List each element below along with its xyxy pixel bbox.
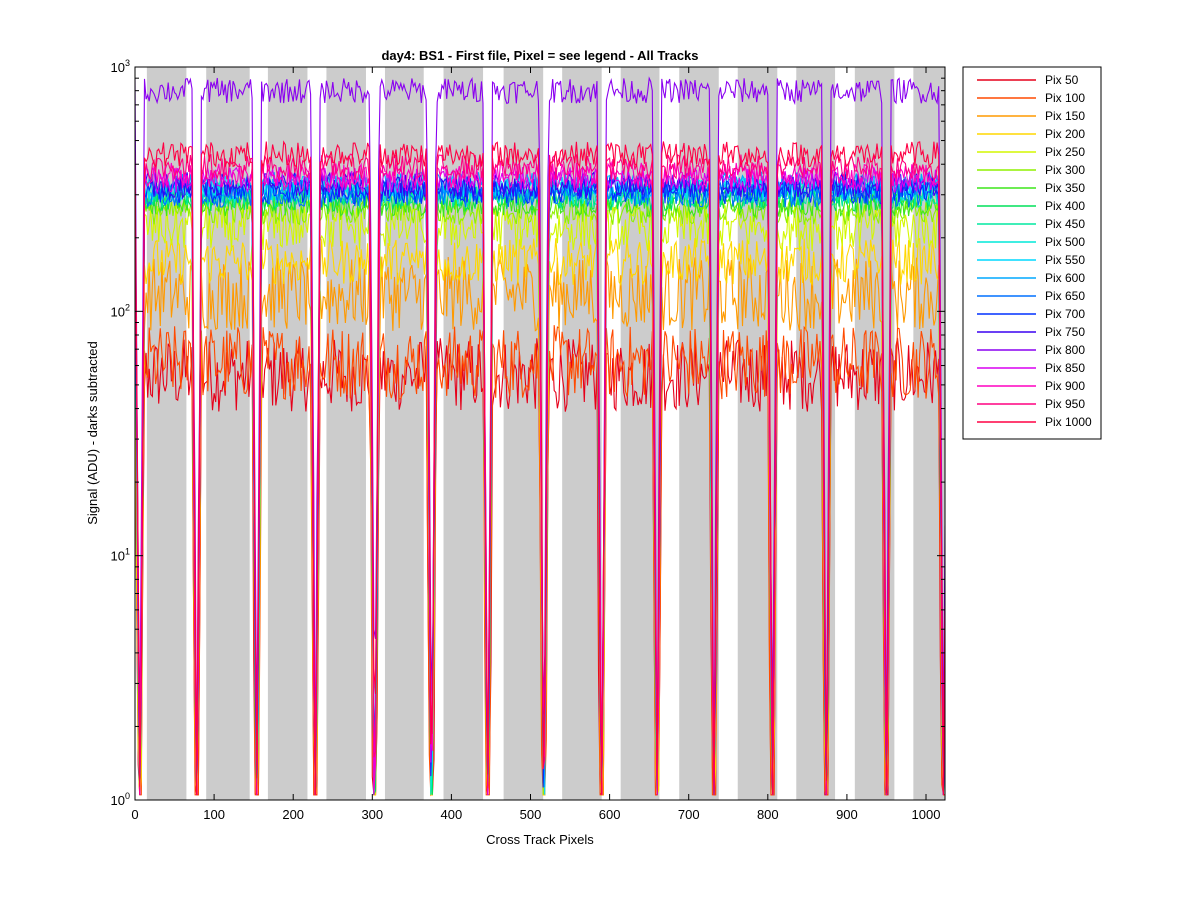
- x-tick-label-500: 500: [520, 807, 542, 822]
- legend-label-19: Pix 950: [1045, 397, 1085, 411]
- series-lines: [135, 76, 945, 797]
- legend-label-16: Pix 800: [1045, 343, 1085, 357]
- axis-ticks: 0 100 200 300 400 500 600 700 800 900 100010010110…: [111, 58, 945, 822]
- legend-label-2: Pix 100: [1045, 91, 1085, 105]
- chart-title: day4: BS1 - First file, Pixel = see lege…: [381, 48, 698, 63]
- legend-label-3: Pix 150: [1045, 109, 1085, 123]
- legend-label-5: Pix 250: [1045, 145, 1085, 159]
- legend-label-17: Pix 850: [1045, 361, 1085, 375]
- x-axis-label: Cross Track Pixels: [486, 832, 594, 847]
- x-tick-label-1000: 1000: [912, 807, 941, 822]
- x-tick-label-700: 700: [678, 807, 700, 822]
- legend-box: [962, 66, 1102, 440]
- legend-label-18: Pix 900: [1045, 379, 1085, 393]
- legend-label-7: Pix 350: [1045, 181, 1085, 195]
- y-tick-label-1: 101: [111, 547, 130, 564]
- legend-label-13: Pix 650: [1045, 289, 1085, 303]
- x-tick-label-900: 900: [836, 807, 858, 822]
- x-tick-label-300: 300: [361, 807, 383, 822]
- legend: Pix 50 Pix 100 Pix 150 Pix 200 Pix 250 Pix 30…: [962, 66, 1102, 440]
- plot-frame: [134, 66, 946, 801]
- x-tick-label-0: 0: [131, 807, 138, 822]
- legend-label-11: Pix 550: [1045, 253, 1085, 267]
- y-tick-label-2: 102: [111, 302, 130, 319]
- series-line-20: [135, 140, 945, 795]
- legend-label-9: Pix 450: [1045, 217, 1085, 231]
- x-tick-label-600: 600: [599, 807, 621, 822]
- legend-label-8: Pix 400: [1045, 199, 1085, 213]
- y-axis-label: Signal (ADU) - darks subtracted: [85, 341, 100, 525]
- x-tick-label-400: 400: [441, 807, 463, 822]
- legend-label-1: Pix 50: [1045, 73, 1079, 87]
- x-tick-label-800: 800: [757, 807, 779, 822]
- legend-label-12: Pix 600: [1045, 271, 1085, 285]
- legend-label-6: Pix 300: [1045, 163, 1085, 177]
- legend-label-4: Pix 200: [1045, 127, 1085, 141]
- y-tick-label-0: 100: [111, 791, 130, 808]
- series-line-19: [135, 153, 945, 795]
- y-tick-label-3: 103: [111, 58, 130, 75]
- legend-label-15: Pix 750: [1045, 325, 1085, 339]
- legend-label-10: Pix 500: [1045, 235, 1085, 249]
- x-tick-label-100: 100: [203, 807, 225, 822]
- series-line-16: [135, 76, 945, 795]
- x-tick-label-200: 200: [282, 807, 304, 822]
- legend-label-14: Pix 700: [1045, 307, 1085, 321]
- legend-label-20: Pix 1000: [1045, 415, 1092, 429]
